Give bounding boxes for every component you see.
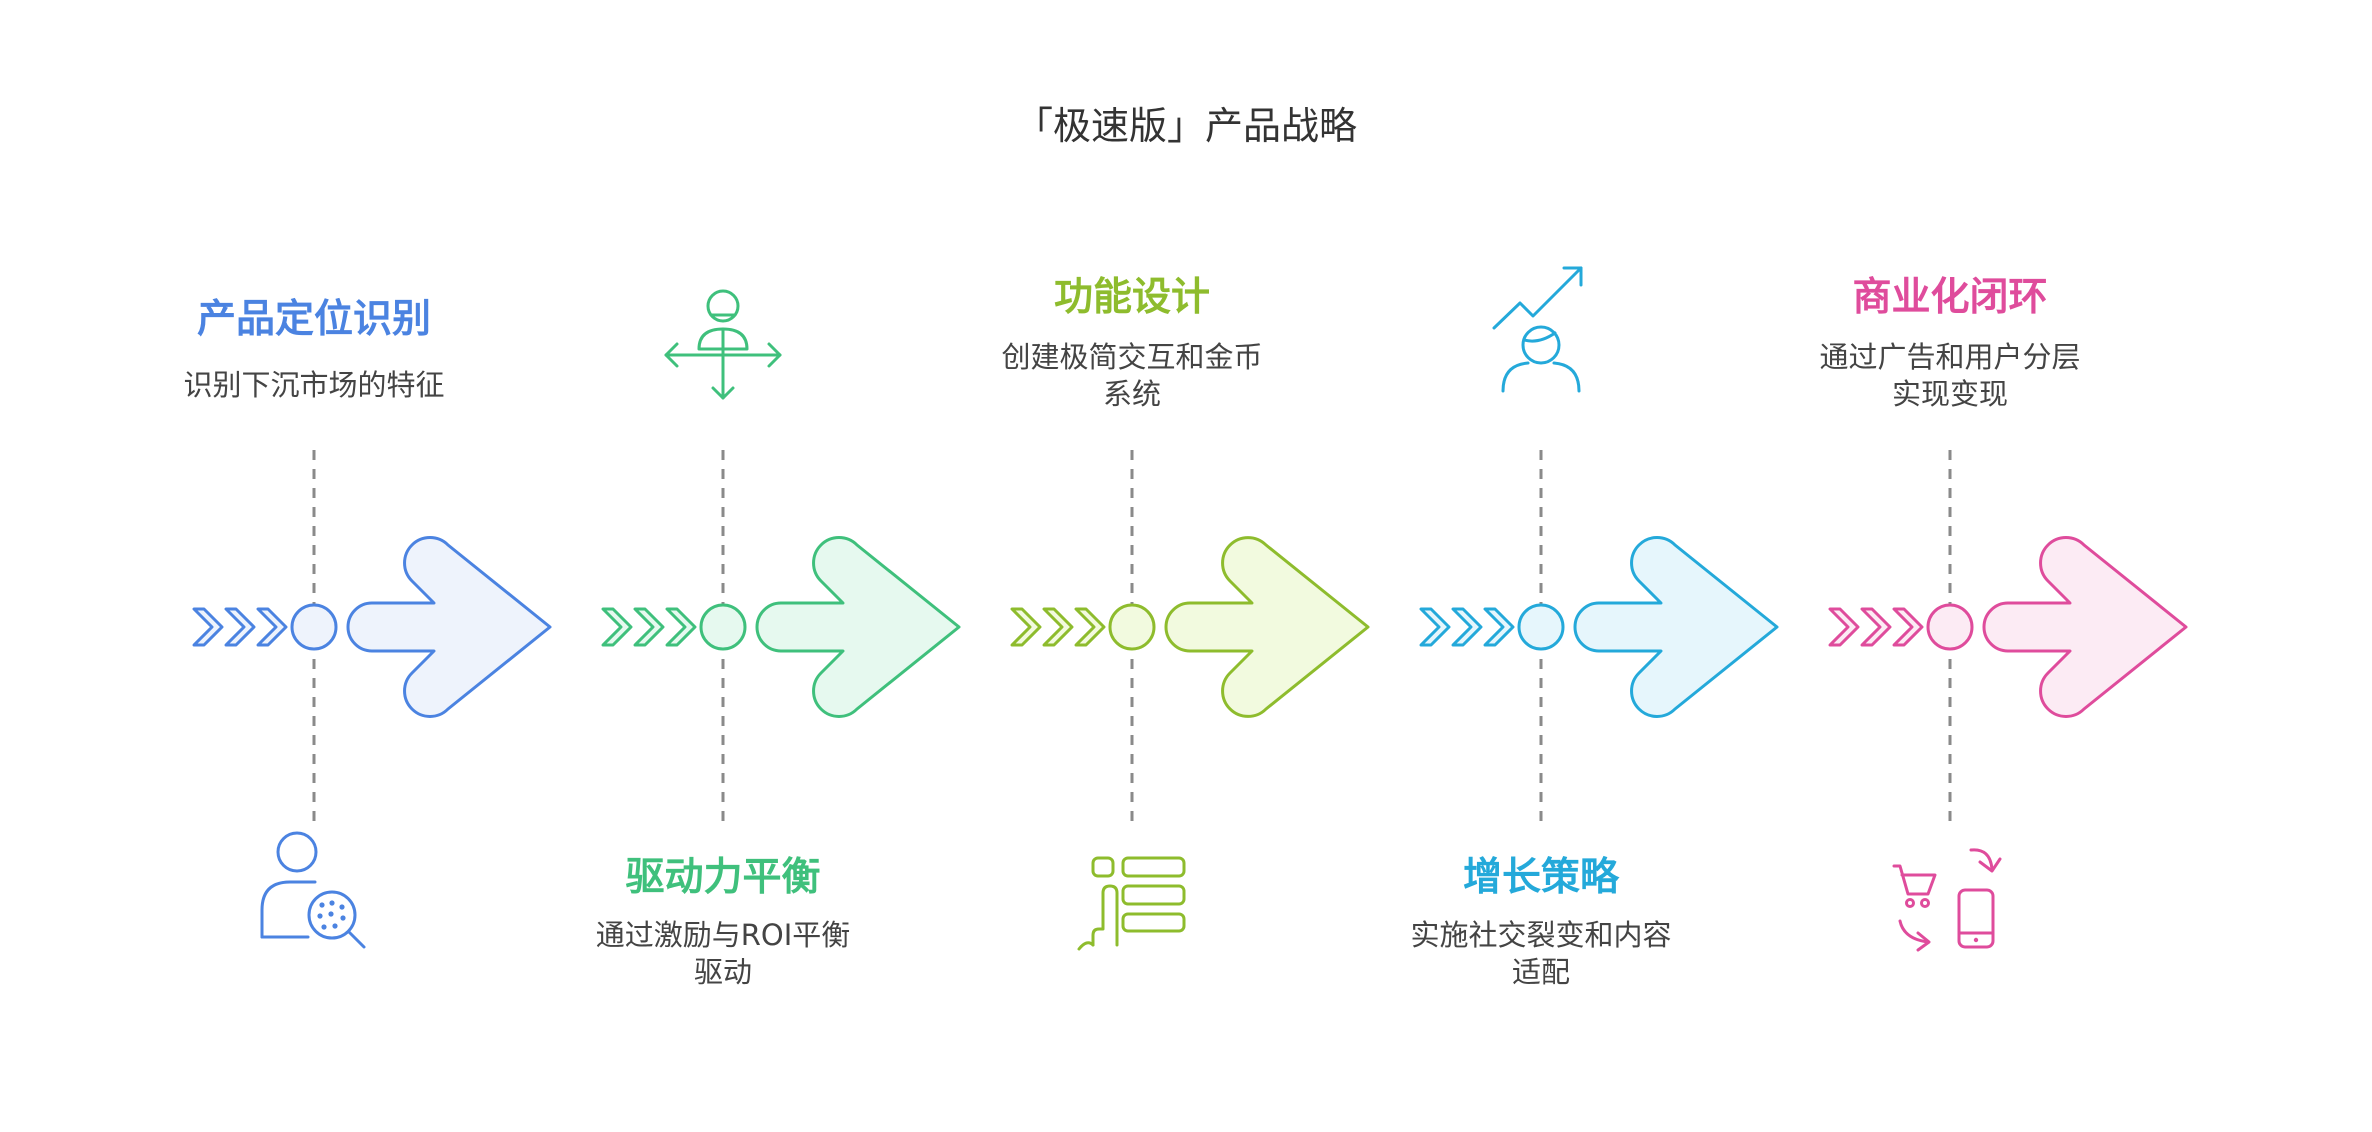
chevron-icon [1483, 607, 1515, 647]
growth-person-icon [1492, 266, 1583, 393]
arrow-icon [1164, 536, 1370, 718]
arrow-icon [1573, 536, 1779, 718]
stage-desc-feature-design-line2: 系统 [1102, 377, 1161, 411]
arrow-icon [755, 536, 961, 718]
arrow-icon [346, 536, 552, 718]
chevron-icon [224, 607, 256, 647]
stage-4 [1419, 266, 1779, 822]
junction-circle [1517, 603, 1565, 651]
stage-desc-monetization-line2: 实现变现 [1891, 377, 2008, 411]
chevron-icon [1010, 607, 1042, 647]
chevron-icon [1074, 607, 1106, 647]
balance-person-icon [664, 289, 782, 400]
stage-3 [1010, 450, 1370, 951]
chevron-icon [1860, 607, 1892, 647]
stage-desc-drive-balance-line1: 通过激励与ROI平衡 [595, 918, 851, 952]
stage-desc-monetization-line1: 通过广告和用户分层 [1819, 340, 2081, 374]
junction-circle [699, 603, 747, 651]
chevron-icon [192, 607, 224, 647]
market-analysis-icon [260, 831, 366, 949]
chevron-icon [1419, 607, 1451, 647]
junction-circle [1926, 603, 1974, 651]
chevron-icon [256, 607, 288, 647]
chevron-icon [665, 607, 697, 647]
stage-1 [192, 450, 552, 949]
junction-circle [1108, 603, 1156, 651]
stage-title-drive-balance: 驱动力平衡 [625, 855, 821, 900]
stage-title-positioning: 产品定位识别 [196, 297, 431, 342]
chevron-icon [633, 607, 665, 647]
chevron-icon [1042, 607, 1074, 647]
stage-title-feature-design: 功能设计 [1053, 275, 1210, 320]
stage-title-monetization: 商业化闭环 [1852, 275, 2048, 320]
chevron-icon [601, 607, 633, 647]
chevron-icon [1451, 607, 1483, 647]
stage-title-growth: 增长策略 [1462, 855, 1619, 900]
stage-2 [601, 289, 961, 822]
touch-interface-icon [1077, 856, 1186, 951]
stage-desc-growth-line2: 适配 [1511, 955, 1570, 989]
diagram-title: 「极速版」产品战略 [1014, 104, 1357, 148]
chevron-icon [1828, 607, 1860, 647]
chevron-icon [1892, 607, 1924, 647]
stage-desc-positioning: 识别下沉市场的特征 [183, 368, 445, 402]
stage-desc-growth-line1: 实施社交裂变和内容 [1410, 918, 1672, 952]
stage-5 [1828, 450, 2188, 952]
stage-desc-feature-design-line1: 创建极简交互和金币 [1001, 340, 1263, 374]
stage-desc-drive-balance-line2: 驱动 [693, 955, 752, 989]
arrow-icon [1982, 536, 2188, 718]
junction-circle [290, 603, 338, 651]
commerce-cycle-icon [1892, 848, 2002, 952]
